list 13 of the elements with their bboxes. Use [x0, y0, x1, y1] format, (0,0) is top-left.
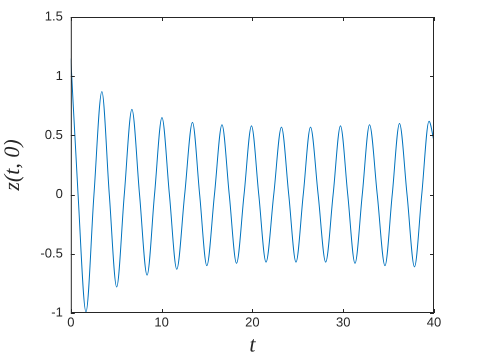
x-tick-label: 0 — [67, 314, 74, 330]
x-tick-label: 10 — [154, 314, 169, 330]
y-tick-label: 0 — [56, 186, 63, 202]
y-tick-label: 1 — [56, 68, 63, 83]
x-tick-label: 20 — [245, 314, 260, 330]
x-axis-title: t — [249, 332, 256, 357]
y-tick-label: 0.5 — [44, 126, 63, 142]
x-tick-label: 30 — [336, 314, 350, 330]
y-axis-title: z(t, 0) — [0, 139, 24, 192]
y-tick-label: -1 — [51, 304, 63, 320]
y-tick-label: -0.5 — [40, 245, 63, 260]
x-tick-label: 40 — [426, 314, 442, 330]
y-tick-label: 1.5 — [44, 8, 63, 24]
